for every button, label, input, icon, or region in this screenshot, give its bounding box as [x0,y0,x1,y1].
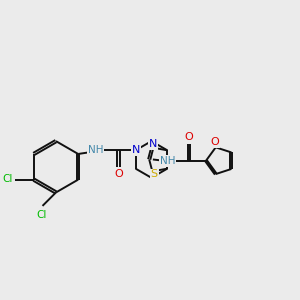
Text: NH: NH [88,145,103,155]
Text: O: O [184,132,193,142]
Text: Cl: Cl [2,174,13,184]
Text: N: N [149,139,157,149]
Text: NH: NH [160,156,175,166]
Text: Cl: Cl [36,210,46,220]
Text: O: O [114,169,123,179]
Text: O: O [211,137,220,147]
Text: S: S [151,169,158,179]
Text: N: N [131,145,140,155]
